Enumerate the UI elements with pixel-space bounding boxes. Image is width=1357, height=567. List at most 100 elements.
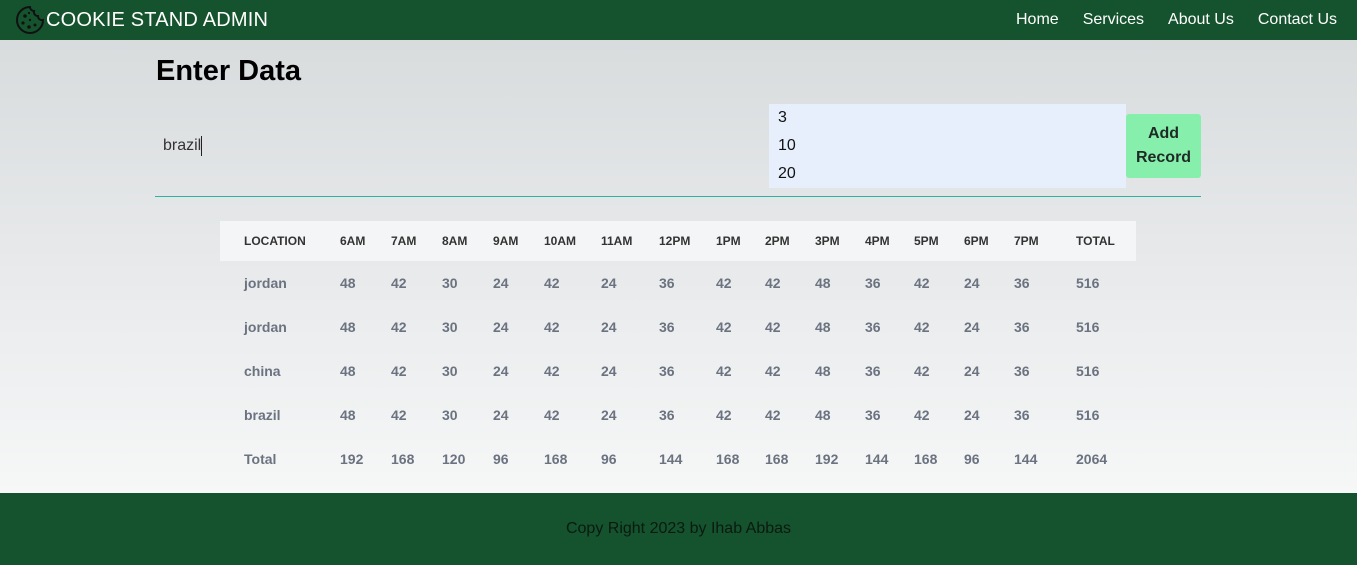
number-inputs: [769, 104, 1126, 188]
table-totals-row: Total 192 168 120 96 168 96 144 168 168 …: [220, 437, 1136, 481]
app-title: COOKIE STAND ADMIN: [46, 8, 269, 31]
table-cell: 24: [493, 319, 509, 335]
sales-table: LOCATION 6AM 7AM 8AM 9AM 10AM 11AM 12PM …: [220, 221, 1136, 481]
table-cell: 2064: [1076, 451, 1108, 467]
table-cell: 42: [716, 275, 732, 291]
table-cell: 42: [544, 319, 560, 335]
table-header-row: LOCATION 6AM 7AM 8AM 9AM 10AM 11AM 12PM …: [220, 221, 1136, 261]
table-cell: 30: [442, 363, 458, 379]
table-cell: jordan: [244, 275, 287, 291]
table-row: brazil 48 42 30 24 42 24 36 42 42 48 36 …: [220, 393, 1136, 437]
min-customers-input[interactable]: [769, 104, 1126, 132]
col-header-4pm: 4PM: [865, 234, 890, 248]
table-cell: 42: [391, 275, 407, 291]
col-header-9am: 9AM: [493, 234, 519, 248]
table-cell: 144: [1014, 451, 1038, 467]
location-input[interactable]: [155, 133, 755, 159]
table-cell: china: [244, 363, 281, 379]
table-cell: 36: [865, 275, 881, 291]
table-cell: 24: [601, 363, 617, 379]
table-cell: 42: [391, 363, 407, 379]
table-cell: 36: [659, 319, 675, 335]
table-cell: 48: [340, 363, 356, 379]
table-cell: 168: [391, 451, 415, 467]
table-cell: 48: [815, 275, 831, 291]
table-cell: 168: [765, 451, 789, 467]
table-cell: 120: [442, 451, 466, 467]
table-cell: 96: [601, 451, 617, 467]
table-cell: 168: [544, 451, 568, 467]
table-cell: 24: [964, 275, 980, 291]
table-row: jordan 48 42 30 24 42 24 36 42 42 48 36 …: [220, 261, 1136, 305]
footer: Copy Right 2023 by Ihab Abbas: [0, 493, 1357, 565]
table-cell: 36: [865, 407, 881, 423]
table-cell: 42: [914, 275, 930, 291]
table-cell: 24: [493, 363, 509, 379]
text-cursor: [201, 136, 202, 156]
add-record-button[interactable]: Add Record: [1126, 114, 1201, 178]
table-cell: 48: [340, 407, 356, 423]
table-cell: 24: [964, 363, 980, 379]
table-cell: 42: [914, 319, 930, 335]
table-cell: 48: [815, 407, 831, 423]
col-header-5pm: 5PM: [914, 234, 939, 248]
table-cell: 96: [493, 451, 509, 467]
col-header-2pm: 2PM: [765, 234, 790, 248]
nav-about-us[interactable]: About Us: [1168, 11, 1234, 28]
table-cell: 36: [1014, 407, 1030, 423]
table-cell: 24: [601, 407, 617, 423]
table-cell: 36: [659, 363, 675, 379]
data-entry-form: Add Record: [155, 104, 1201, 197]
table-cell: 24: [601, 319, 617, 335]
table-cell: 36: [1014, 319, 1030, 335]
table-cell: 42: [765, 363, 781, 379]
form-divider: [155, 196, 1201, 197]
table-cell: 36: [659, 407, 675, 423]
table-cell: 36: [659, 275, 675, 291]
table-cell: 42: [914, 363, 930, 379]
table-cell: brazil: [244, 407, 281, 423]
table-row: jordan 48 42 30 24 42 24 36 42 42 48 36 …: [220, 305, 1136, 349]
table-cell: 42: [765, 319, 781, 335]
main-content: Enter Data Add Record LOCATION 6AM 7AM 8…: [0, 40, 1357, 493]
col-header-7pm: 7PM: [1014, 234, 1039, 248]
table-cell: 48: [340, 275, 356, 291]
table-cell: jordan: [244, 319, 287, 335]
table-cell: 42: [544, 407, 560, 423]
table-cell: 168: [914, 451, 938, 467]
table-cell: 42: [716, 319, 732, 335]
table-cell: 96: [964, 451, 980, 467]
table-cell: 48: [815, 363, 831, 379]
max-customers-input[interactable]: [769, 132, 1126, 160]
table-cell: 42: [391, 407, 407, 423]
nav-home[interactable]: Home: [1016, 11, 1059, 28]
table-cell: 42: [716, 407, 732, 423]
brand: COOKIE STAND ADMIN: [14, 4, 268, 36]
page-title: Enter Data: [156, 55, 302, 87]
table-cell: 42: [544, 363, 560, 379]
table-cell: 192: [815, 451, 839, 467]
col-header-6am: 6AM: [340, 234, 366, 248]
table-cell: 516: [1076, 319, 1100, 335]
col-header-total: TOTAL: [1076, 234, 1115, 248]
table-cell: 192: [340, 451, 364, 467]
col-header-3pm: 3PM: [815, 234, 840, 248]
avg-cookies-input[interactable]: [769, 160, 1126, 188]
table-cell: 516: [1076, 363, 1100, 379]
table-cell: 24: [493, 407, 509, 423]
col-header-6pm: 6PM: [964, 234, 989, 248]
table-cell: 42: [914, 407, 930, 423]
table-cell: 36: [1014, 363, 1030, 379]
top-bar: COOKIE STAND ADMIN Home Services About U…: [0, 0, 1357, 40]
table-cell: 36: [865, 319, 881, 335]
col-header-location: LOCATION: [244, 234, 306, 248]
table-cell: 168: [716, 451, 740, 467]
table-cell: 24: [964, 407, 980, 423]
table-cell: 24: [601, 275, 617, 291]
col-header-11am: 11AM: [601, 234, 633, 248]
table-cell: 516: [1076, 275, 1100, 291]
table-cell: 36: [1014, 275, 1030, 291]
nav-services[interactable]: Services: [1082, 11, 1145, 28]
nav-contact-us[interactable]: Contact Us: [1257, 11, 1337, 28]
table-cell: 30: [442, 319, 458, 335]
